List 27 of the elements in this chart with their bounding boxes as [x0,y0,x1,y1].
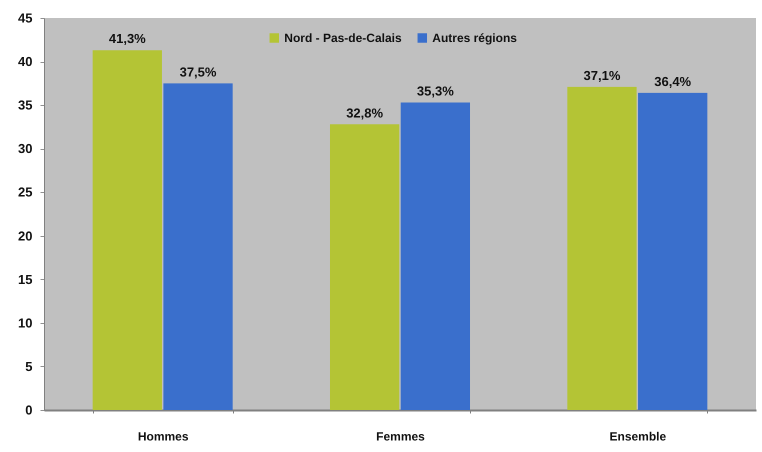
x-tick-label: Hommes [138,430,189,444]
data-label: 37,5% [180,64,217,80]
legend-label: Nord - Pas-de-Calais [284,31,402,45]
bar [638,92,708,410]
data-label: 36,4% [654,74,692,89]
x-tick-label: Femmes [376,430,426,444]
y-tick-label: 10 [18,315,32,330]
bar [163,83,233,410]
data-label: 41,3% [108,31,146,46]
y-tick-label: 45 [18,10,32,26]
bar [92,50,162,410]
y-tick-label: 40 [18,54,32,70]
bar [567,86,637,410]
y-tick-label: 5 [25,358,32,374]
data-label: 35,3% [416,84,454,98]
data-label: 37,1% [584,68,621,83]
y-tick-label: 30 [18,141,32,156]
bar [330,124,400,410]
y-tick-label: 15 [18,272,32,287]
x-tick-label: Ensemble [609,430,666,444]
y-tick-label: 25 [18,184,32,200]
legend-label: Autres régions [432,31,518,45]
data-label: 32,8% [346,105,384,120]
y-tick-label: 0 [25,402,32,418]
bar [400,102,470,410]
y-tick-label: 35 [18,98,32,113]
y-tick-label: 20 [18,228,32,244]
